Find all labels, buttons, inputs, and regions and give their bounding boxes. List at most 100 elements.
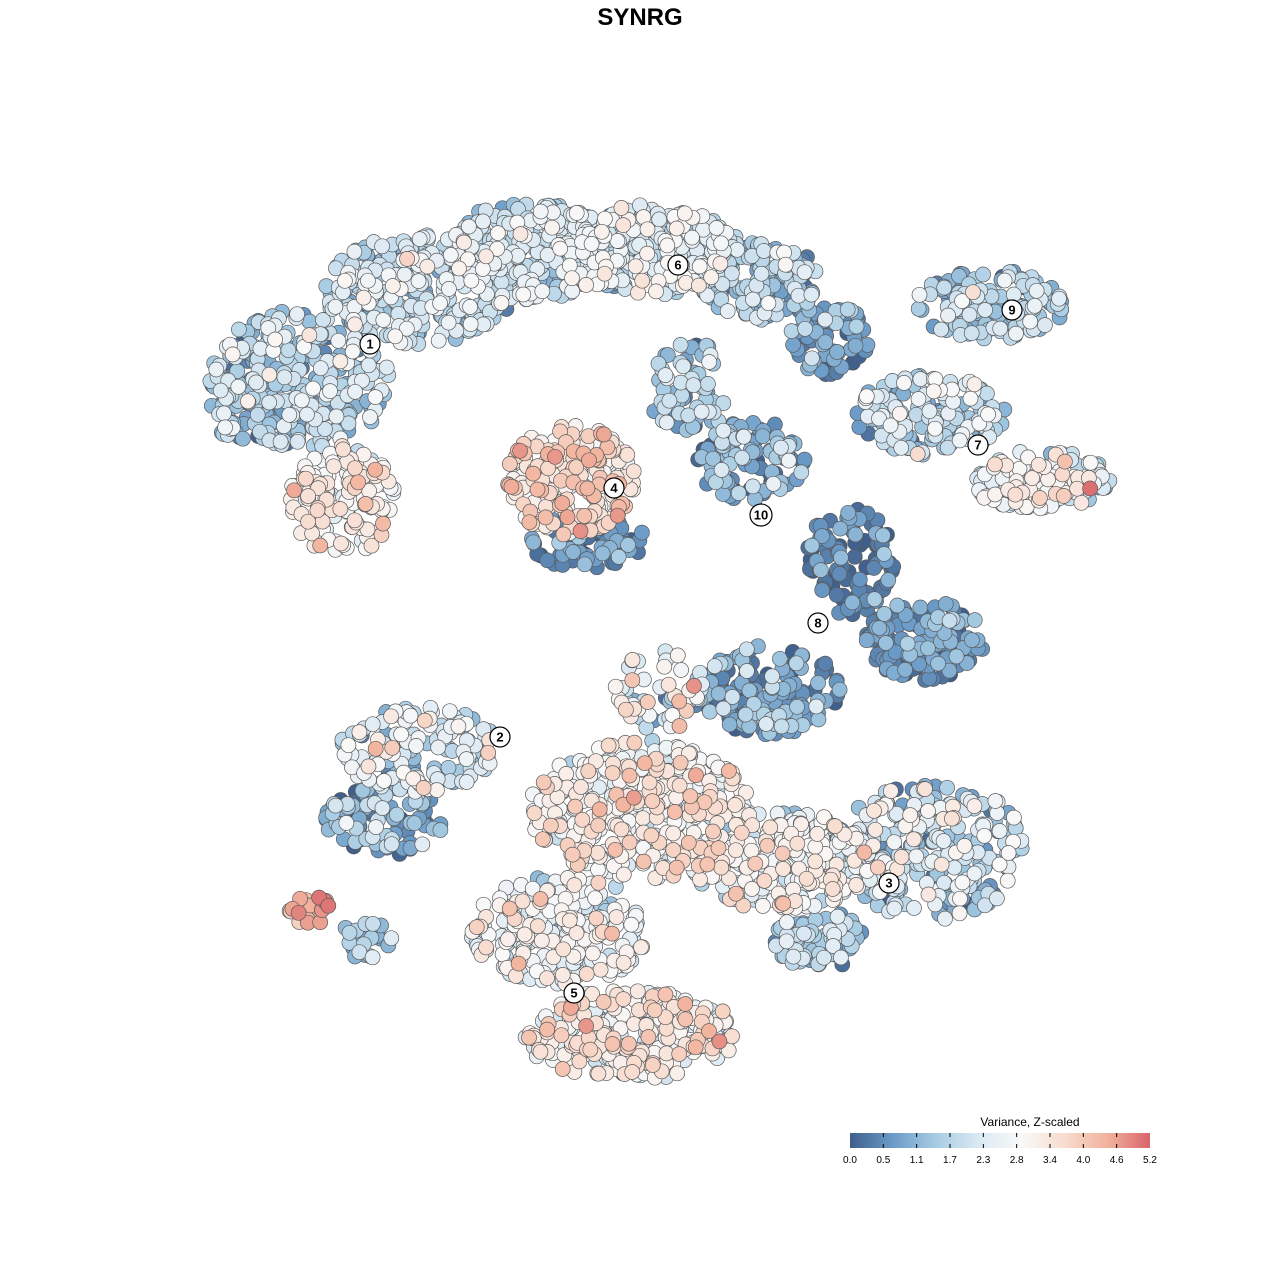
cell-point — [429, 782, 445, 798]
cell-point — [965, 284, 981, 301]
cell-point — [643, 827, 660, 844]
cell-point — [880, 572, 897, 588]
cell-point — [590, 817, 607, 834]
cell-point — [641, 774, 658, 791]
cell-point — [346, 512, 363, 529]
cell-point — [680, 834, 697, 851]
cell-point — [657, 986, 674, 1003]
cell-point — [744, 881, 760, 897]
cell-point — [803, 286, 820, 303]
cell-point — [620, 537, 636, 553]
cell-point — [261, 366, 278, 383]
cell-point — [785, 948, 802, 965]
cell-point — [747, 855, 764, 872]
cell-point — [432, 295, 448, 312]
cell-point — [555, 526, 572, 543]
cluster-label-badge — [359, 333, 381, 355]
cell-point — [773, 718, 790, 735]
cell-point — [615, 954, 632, 971]
cell-point — [618, 701, 634, 718]
cell-point — [991, 823, 1008, 839]
cell-point — [399, 251, 415, 267]
cell-point — [383, 708, 399, 725]
cell-point — [856, 844, 873, 861]
cell-point — [755, 898, 771, 914]
cell-point — [364, 716, 381, 733]
cell-point — [568, 459, 585, 476]
cell-point — [461, 218, 477, 235]
cell-point — [525, 534, 542, 551]
cell-point — [576, 508, 593, 524]
cell-point — [341, 924, 358, 941]
cell-point — [656, 658, 673, 675]
cell-point — [910, 391, 927, 407]
cell-point — [580, 763, 597, 780]
cluster-label-text: 8 — [814, 616, 821, 631]
cell-point — [240, 393, 256, 410]
cell-point — [534, 283, 551, 300]
cell-point — [911, 656, 928, 673]
cell-point — [559, 509, 576, 526]
cell-point — [621, 834, 638, 851]
cell-point — [568, 205, 585, 221]
cell-point — [588, 910, 605, 927]
cell-point — [724, 689, 741, 705]
cell-point — [529, 481, 546, 498]
cell-point — [646, 1002, 663, 1019]
cell-point — [525, 465, 541, 482]
cell-point — [501, 456, 518, 472]
cell-point — [300, 488, 316, 504]
cell-point — [1026, 297, 1043, 314]
cell-point — [644, 793, 661, 809]
cell-point — [309, 502, 326, 519]
cell-point — [759, 837, 776, 854]
cell-point — [293, 392, 310, 409]
cell-point — [363, 537, 380, 554]
cell-point — [365, 915, 381, 932]
cell-point — [458, 774, 475, 790]
cell-point — [706, 658, 723, 675]
cell-point — [715, 422, 732, 439]
cell-point — [554, 967, 571, 983]
cell-point — [624, 652, 641, 668]
cell-point — [713, 235, 729, 252]
cell-point — [1000, 845, 1017, 861]
cell-point — [539, 1021, 555, 1038]
cell-point — [809, 826, 826, 842]
cell-point — [554, 1061, 571, 1077]
cell-point — [367, 389, 384, 405]
cell-point — [886, 900, 903, 917]
cell-point — [714, 1003, 731, 1020]
cell-point — [713, 859, 730, 876]
cell-point — [676, 205, 693, 222]
cluster-label-badge — [749, 503, 773, 527]
cell-point — [930, 655, 946, 672]
cell-point — [808, 698, 825, 715]
cell-point — [899, 635, 916, 652]
cell-point — [896, 375, 912, 391]
cell-point — [672, 337, 689, 353]
cell-point — [710, 840, 727, 856]
cell-point — [587, 890, 603, 907]
cell-point — [357, 496, 374, 512]
cell-point — [322, 383, 338, 399]
cell-point — [542, 817, 559, 834]
cell-point — [286, 482, 302, 499]
cell-point — [773, 439, 789, 456]
cell-point — [657, 367, 674, 383]
cluster-label-text: 1 — [366, 337, 373, 352]
cell-point — [393, 726, 409, 743]
cell-point — [337, 272, 353, 289]
cell-point — [478, 939, 494, 956]
cell-point — [416, 712, 433, 729]
cell-point — [832, 520, 849, 537]
cell-point — [686, 678, 702, 694]
cell-point — [567, 798, 584, 815]
cell-point — [532, 891, 549, 907]
cell-point — [261, 394, 278, 411]
cell-point — [961, 306, 978, 323]
cell-point — [692, 871, 708, 888]
cell-point — [743, 842, 760, 859]
cell-point — [878, 635, 894, 651]
